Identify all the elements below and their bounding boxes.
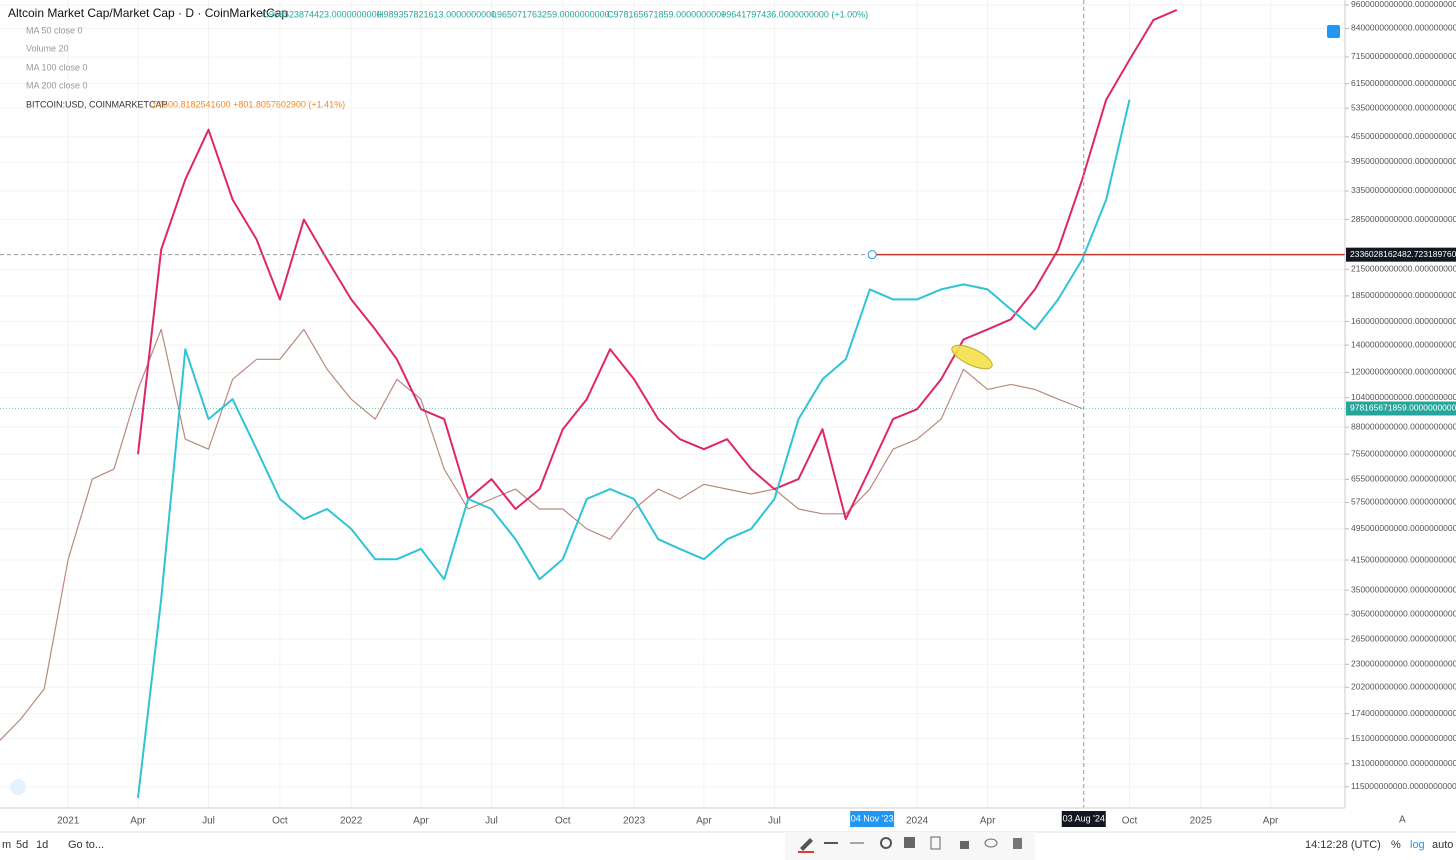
time-label-box — [850, 811, 895, 827]
ray-handle[interactable] — [867, 250, 877, 260]
series-line — [137, 99, 1131, 799]
y-tick-label: 1400000000000.0000000000 — [1351, 339, 1456, 349]
template-icon[interactable] — [904, 837, 915, 848]
range-button[interactable]: m — [2, 839, 11, 851]
x-tick-label: Apr — [130, 816, 146, 827]
y-tick-label: 1200000000000.0000000000 — [1351, 367, 1456, 377]
y-tick-label: 6150000000000.0000000000 — [1351, 78, 1456, 88]
y-tick-label: 115000000000.0000000000 — [1351, 781, 1456, 791]
y-tick-label: 131000000000.0000000000 — [1351, 758, 1456, 768]
y-tick-label: 265000000000.0000000000 — [1351, 634, 1456, 644]
indicator[interactable]: MA 100 close 0 — [26, 62, 88, 72]
sync-button[interactable] — [1327, 25, 1340, 38]
indicator[interactable]: MA 50 close 0 — [26, 25, 83, 35]
y-tick-label: 880000000000.0000000000 — [1351, 421, 1456, 431]
plot-area — [0, 0, 1345, 808]
y-tick-label: 495000000000.0000000000 — [1351, 523, 1456, 533]
ohlc-close: C978165671859.0000000000 — [607, 9, 726, 19]
last-price-label: 978165671859.0000000000 — [1350, 403, 1456, 413]
pen-icon[interactable] — [800, 838, 813, 851]
y-tick-label: 3350000000000.0000000000 — [1351, 185, 1456, 195]
ohlc-change: +9641797436.0000000000 (+1.00%) — [721, 9, 868, 19]
y-tick-label: 1850000000000.0000000000 — [1351, 290, 1456, 300]
clone-icon[interactable] — [930, 836, 941, 850]
delete-icon[interactable] — [1013, 838, 1022, 849]
time-label: 04 Nov '23 — [851, 813, 894, 823]
y-tick-label: 575000000000.0000000000 — [1351, 497, 1456, 507]
y-tick-label: 350000000000.0000000000 — [1351, 584, 1456, 594]
compare-value: 57500.8182541600 +801.8057602900 (+1.41%… — [153, 99, 345, 109]
x-tick-label: Apr — [413, 816, 429, 827]
y-tick-label: 9600000000000.0000000000 — [1351, 0, 1456, 9]
y-tick-label: 415000000000.0000000000 — [1351, 554, 1456, 564]
y-tick-label: 2150000000000.0000000000 — [1351, 264, 1456, 274]
price-label-box — [1346, 247, 1456, 262]
x-tick-label: Jul — [768, 816, 781, 827]
y-tick-label: 4550000000000.0000000000 — [1351, 131, 1456, 141]
axis-button[interactable]: A — [1399, 815, 1406, 826]
y-tick-label: 3950000000000.0000000000 — [1351, 156, 1456, 166]
axes: 9600000000000.0000000000 8400000000000.00… — [57, 0, 1456, 827]
x-tick-label: Oct — [272, 816, 288, 827]
x-tick-label: Oct — [555, 816, 571, 827]
x-tick-label: Oct — [1122, 816, 1138, 827]
scale-button[interactable]: % — [1391, 839, 1401, 851]
y-tick-label: 230000000000.0000000000 — [1351, 659, 1456, 669]
goto-button[interactable]: Go to... — [68, 839, 104, 851]
y-tick-label: 151000000000.0000000000 — [1351, 733, 1456, 743]
logo — [10, 779, 26, 795]
x-tick-label: 2023 — [623, 816, 646, 827]
compare-symbol[interactable]: BITCOIN:USD, COINMARKETCAP — [26, 99, 168, 109]
y-tick-label: 2850000000000.0000000000 — [1351, 214, 1456, 224]
x-tick-label: Jul — [485, 816, 498, 827]
clock: 14:12:28 (UTC) — [1305, 839, 1381, 851]
lock-icon[interactable] — [960, 841, 969, 849]
indicator[interactable]: MA 200 close 0 — [26, 80, 88, 90]
grid — [0, 0, 1345, 808]
y-tick-label: 202000000000.0000000000 — [1351, 682, 1456, 692]
ohlc-high: H989357821613.0000000000 — [377, 9, 496, 19]
y-tick-label: 655000000000.0000000000 — [1351, 474, 1456, 484]
y-tick-label: 174000000000.0000000000 — [1351, 708, 1456, 718]
scale-button[interactable]: auto — [1432, 839, 1453, 851]
settings-icon[interactable] — [880, 837, 892, 849]
ohlc-low: L965071763259.0000000000 — [492, 9, 610, 19]
y-tick-label: 305000000000.0000000000 — [1351, 609, 1456, 619]
y-tick-label: 1600000000000.0000000000 — [1351, 316, 1456, 326]
last-price-box — [1346, 401, 1456, 416]
y-tick-label: 1040000000000.0000000000 — [1351, 392, 1456, 402]
y-tick-label: 7150000000000.0000000000 — [1351, 51, 1456, 61]
series-line — [0, 328, 1083, 742]
chart-title: Altcoin Market Cap/Market Cap · D · Coin… — [8, 6, 288, 20]
series-line — [137, 8, 1178, 521]
scale-button[interactable]: log — [1410, 839, 1425, 851]
x-tick-label: Apr — [1263, 816, 1279, 827]
x-tick-label: Apr — [980, 816, 996, 827]
indicator[interactable]: Volume 20 — [26, 43, 69, 53]
y-tick-label: 5350000000000.0000000000 — [1351, 102, 1456, 112]
y-tick-label: 8400000000000.0000000000 — [1351, 23, 1456, 33]
visibility-icon[interactable] — [984, 838, 998, 848]
y-tick-label: 755000000000.0000000000 — [1351, 449, 1456, 459]
x-tick-label: 2021 — [57, 816, 80, 827]
x-tick-label: Apr — [696, 816, 712, 827]
time-label: 03 Aug '24 — [1063, 813, 1105, 823]
x-tick-label: 2025 — [1190, 816, 1213, 827]
x-tick-label: Jul — [202, 816, 215, 827]
highlight-ellipse — [951, 344, 993, 370]
x-tick-label: 2024 — [906, 816, 929, 827]
range-button[interactable]: 1d — [36, 839, 48, 851]
range-button[interactable]: 5d — [16, 839, 28, 851]
bottom-toolbar: m 5d 1d Go to... 14:12:28 (UTC)% log auto A — [2, 815, 1453, 851]
x-tick-label: 2022 — [340, 816, 363, 827]
price-label: 2336028162482.7231897600 — [1350, 249, 1456, 259]
time-label-box — [1061, 811, 1106, 827]
ohlc-open: O968523874423.0000000000 — [262, 9, 382, 19]
